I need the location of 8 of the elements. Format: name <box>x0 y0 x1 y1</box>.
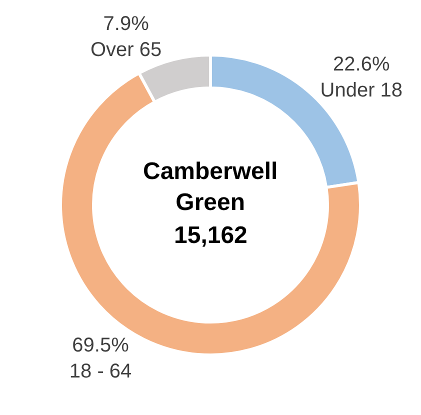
data-label: 69.5% <box>72 334 130 357</box>
slice-label: Over 65 <box>90 39 162 62</box>
text: Camberwell Green <box>143 158 278 216</box>
data-label: 7.9% <box>103 13 150 36</box>
text: 15,162 <box>174 222 248 249</box>
slice-label: 18 - 64 <box>69 360 132 383</box>
slice-label: Under 18 <box>320 79 403 102</box>
data-label: 22.6% <box>333 53 390 76</box>
